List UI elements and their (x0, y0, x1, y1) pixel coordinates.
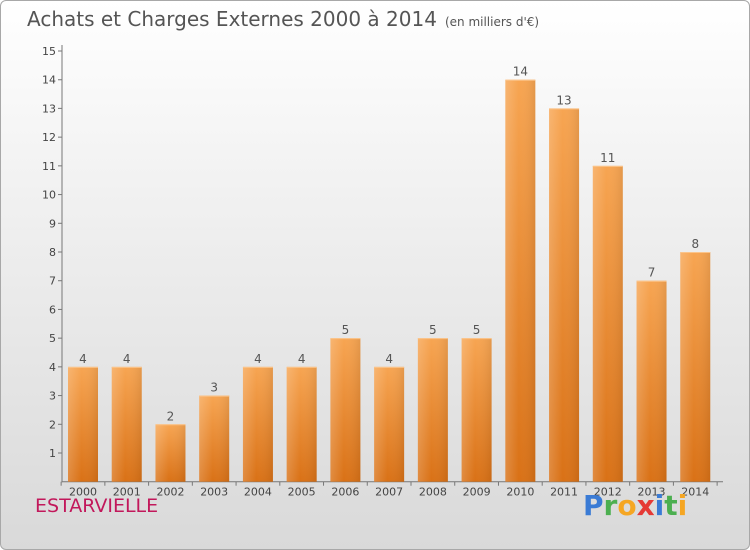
bar-value-label: 8 (691, 237, 699, 251)
y-tick-label: 10 (42, 189, 56, 202)
x-tick-label: 2013 (638, 486, 666, 499)
bar-shading (242, 366, 273, 482)
bar-shading (636, 280, 667, 482)
bar-shading (461, 338, 492, 482)
bar-value-label: 5 (473, 323, 481, 337)
x-tick-label: 2001 (113, 486, 141, 499)
y-tick-label: 4 (49, 361, 56, 374)
y-tick-label: 14 (42, 74, 56, 87)
bar-shading (549, 108, 580, 482)
bar-shading (286, 366, 317, 482)
bar-value-label: 14 (513, 65, 528, 79)
y-tick-label: 5 (49, 332, 56, 345)
y-tick-label: 7 (49, 275, 56, 288)
brand-letter: o (617, 489, 637, 522)
y-tick-label: 3 (49, 390, 56, 403)
bar-value-label: 4 (123, 352, 131, 366)
bar-shading (111, 366, 142, 482)
commune-name: ESTARVIELLE (35, 495, 159, 517)
brand-letter: r (603, 489, 618, 522)
bar-value-label: 5 (429, 323, 437, 337)
bar-value-label: 4 (298, 352, 306, 366)
bar-value-label: 5 (342, 323, 350, 337)
bar-shading (155, 424, 186, 482)
bar-shading (680, 252, 711, 482)
bar-shading (68, 366, 98, 482)
bar-shading (592, 165, 623, 482)
bar-value-label: 4 (385, 352, 393, 366)
y-tick-label: 1 (49, 447, 56, 460)
y-tick-label: 6 (49, 303, 56, 316)
bar-shading (505, 79, 536, 482)
bar-shading (417, 338, 448, 482)
bar-value-label: 4 (79, 352, 87, 366)
y-tick-label: 2 (49, 418, 56, 431)
bar-value-label: 11 (600, 151, 615, 165)
bar-value-label: 3 (210, 381, 218, 395)
x-tick-label: 2008 (419, 486, 447, 499)
brand-letter: x (636, 489, 655, 522)
y-tick-label: 13 (42, 102, 56, 115)
bar-shading (330, 338, 361, 482)
bar-value-label: 7 (648, 266, 656, 280)
y-tick-label: 9 (49, 217, 56, 230)
x-tick-label: 2003 (200, 486, 228, 499)
y-tick-label: 12 (42, 131, 56, 144)
x-tick-label: 2002 (156, 486, 184, 499)
y-tick-label: 8 (49, 246, 56, 259)
brand-letter: i (677, 489, 688, 522)
x-tick-label: 2011 (550, 486, 578, 499)
bar-shading (199, 395, 230, 482)
brand-letter: P (583, 489, 604, 522)
bar-value-label: 13 (556, 93, 571, 107)
y-tick-label: 15 (42, 45, 56, 58)
x-tick-label: 2010 (506, 486, 534, 499)
x-tick-label: 2014 (681, 486, 709, 499)
y-tick-label: 11 (42, 160, 56, 173)
x-tick-label: 2004 (244, 486, 272, 499)
x-tick-label: 2006 (331, 486, 359, 499)
bar-shading (374, 366, 405, 482)
chart-title: Achats et Charges Externes 2000 à 2014 (e… (27, 7, 539, 31)
brand-letter: i (654, 489, 665, 522)
x-tick-label: 2009 (463, 486, 491, 499)
brand-logo: Proxiti (583, 489, 687, 522)
bar-value-label: 4 (254, 352, 262, 366)
x-tick-label: 2007 (375, 486, 403, 499)
x-tick-label: 2012 (594, 486, 622, 499)
bar-value-label: 2 (167, 409, 175, 423)
brand-letter: t (664, 489, 678, 522)
x-tick-label: 2000 (69, 486, 97, 499)
x-tick-label: 2005 (288, 486, 316, 499)
chart-unit: (en milliers d'€) (444, 15, 540, 29)
chart-title-text: Achats et Charges Externes 2000 à 2014 (27, 7, 437, 31)
